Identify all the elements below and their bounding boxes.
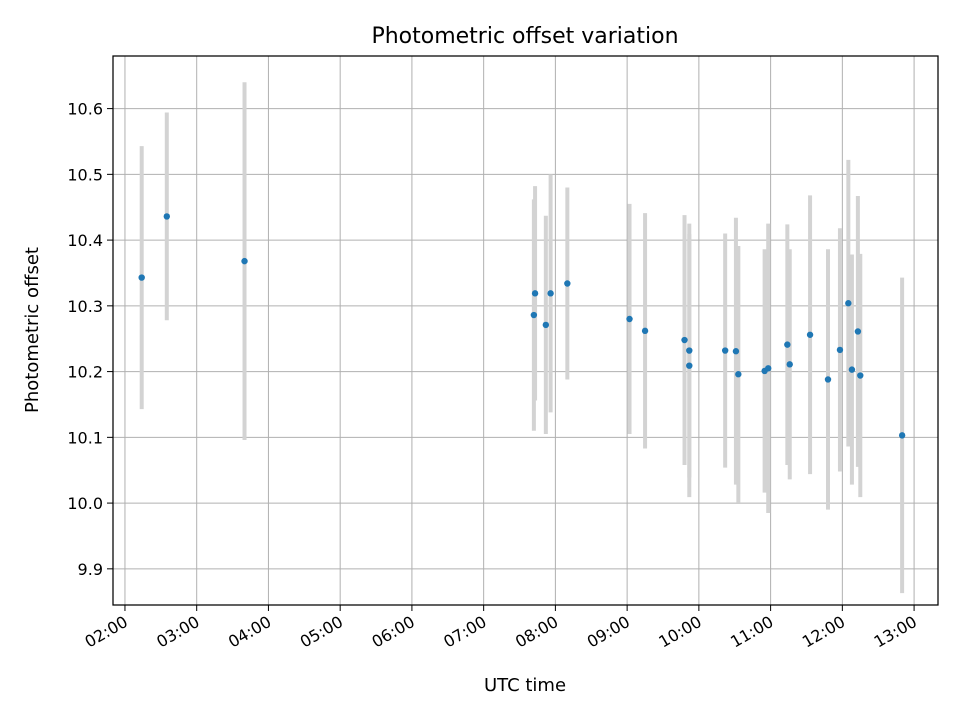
data-point (845, 300, 852, 307)
y-tick-label: 10.5 (67, 165, 103, 184)
data-point (784, 341, 791, 348)
data-point (765, 365, 772, 372)
x-axis-title: UTC time (484, 675, 566, 696)
data-point (163, 213, 171, 220)
chart-title: Photometric offset variation (371, 24, 678, 49)
data-point (542, 321, 550, 329)
data-point (531, 290, 539, 297)
data-point (241, 257, 248, 265)
y-tick-label: 10.6 (67, 100, 103, 119)
data-point (721, 347, 729, 354)
data-point (806, 331, 814, 338)
data-point (547, 290, 554, 297)
data-point (854, 328, 862, 335)
y-tick-label: 10.2 (67, 363, 103, 382)
data-point (626, 315, 633, 323)
y-tick-label: 9.9 (78, 560, 103, 579)
data-point (857, 372, 864, 379)
y-tick-label: 10.0 (67, 494, 103, 513)
data-point (898, 432, 906, 439)
y-axis-title: Photometric offset (22, 247, 43, 413)
data-point (848, 366, 856, 373)
grid (113, 56, 938, 605)
y-tick-label: 10.3 (67, 297, 103, 316)
y-tick-label: 10.4 (67, 231, 103, 250)
data-point (732, 348, 740, 355)
plot-area (113, 56, 938, 605)
data-point (641, 327, 649, 335)
data-point (824, 376, 832, 383)
data-point (686, 347, 693, 354)
data-points (138, 213, 906, 439)
data-point (686, 362, 693, 369)
data-point (138, 274, 145, 281)
y-axis-ticks: 9.9 10.0 10.1 10.2 10.3 10.4 10.5 10.6 (67, 100, 113, 579)
data-point (836, 346, 844, 354)
data-point (681, 336, 688, 344)
data-point (786, 361, 793, 368)
plot-frame (112, 55, 939, 606)
data-point (564, 280, 571, 287)
data-point (735, 371, 742, 378)
y-tick-label: 10.1 (67, 428, 103, 447)
data-point (530, 311, 538, 319)
